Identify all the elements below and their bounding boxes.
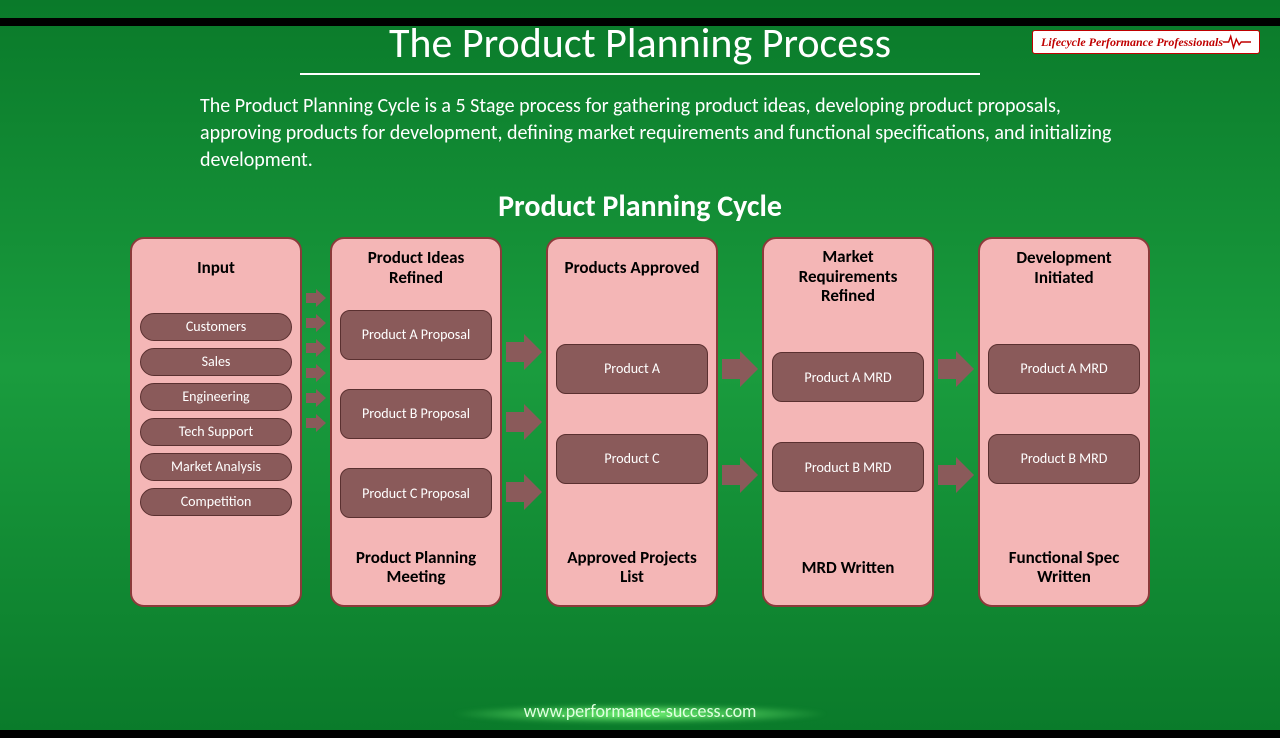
stage-head: Market Requirements Refined	[772, 247, 924, 306]
stage-foot: Functional Spec Written	[988, 541, 1140, 595]
flow-diagram: Input Customers Sales Engineering Tech S…	[0, 237, 1280, 607]
mrd-box: Product B MRD	[772, 442, 924, 492]
product-box: Product A	[556, 344, 708, 394]
stage-body: Product A Proposal Product B Proposal Pr…	[340, 295, 492, 533]
stage-body: Customers Sales Engineering Tech Support…	[140, 295, 292, 533]
proposal-box: Product B Proposal	[340, 389, 492, 439]
input-pill: Market Analysis	[140, 453, 292, 481]
arrow-icon	[306, 339, 326, 357]
stage-head: Development Initiated	[988, 247, 1140, 289]
input-row: Market Analysis	[140, 453, 292, 481]
arrow-icon	[938, 457, 974, 493]
stage-ideas-refined: Product Ideas Refined Product A Proposal…	[330, 237, 502, 607]
input-row: Tech Support	[140, 418, 292, 446]
letterbox-bottom	[0, 730, 1280, 738]
product-box: Product C	[556, 434, 708, 484]
input-pill: Competition	[140, 488, 292, 516]
arrow-column	[718, 237, 762, 607]
dev-box: Product A MRD	[988, 344, 1140, 394]
title-underline	[300, 73, 980, 75]
stage-foot: MRD Written	[802, 541, 895, 595]
input-pill: Tech Support	[140, 418, 292, 446]
stage-body: Product A MRD Product B MRD	[988, 295, 1140, 533]
arrow-icon	[506, 474, 542, 510]
input-row: Competition	[140, 488, 292, 516]
arrow-icon	[306, 389, 326, 407]
input-pill: Customers	[140, 313, 292, 341]
arrow-icon	[306, 414, 326, 432]
subtitle: Product Planning Cycle	[0, 188, 1280, 225]
stage-head: Products Approved	[565, 247, 700, 289]
input-row: Engineering	[140, 383, 292, 411]
arrow-icon	[306, 364, 326, 382]
input-row: Sales	[140, 348, 292, 376]
stage-foot: Product Planning Meeting	[340, 541, 492, 595]
heartbeat-icon	[1223, 33, 1251, 51]
brand-logo: Lifecycle Performance Professionals	[1032, 30, 1260, 54]
arrow-column	[502, 237, 546, 607]
letterbox-top	[0, 18, 1280, 26]
input-row: Customers	[140, 313, 292, 341]
arrow-icon	[722, 351, 758, 387]
stage-body: Product A MRD Product B MRD	[772, 312, 924, 533]
proposal-box: Product C Proposal	[340, 468, 492, 518]
stage-body: Product A Product C	[556, 295, 708, 533]
arrow-icon	[506, 334, 542, 370]
stage-head: Product Ideas Refined	[340, 247, 492, 289]
stage-approved: Products Approved Product A Product C Ap…	[546, 237, 718, 607]
arrow-column	[302, 237, 330, 607]
stage-foot: Approved Projects List	[556, 541, 708, 595]
proposal-box: Product A Proposal	[340, 310, 492, 360]
stage-input: Input Customers Sales Engineering Tech S…	[130, 237, 302, 607]
stage-market-req: Market Requirements Refined Product A MR…	[762, 237, 934, 607]
arrow-icon	[306, 314, 326, 332]
arrow-icon	[722, 457, 758, 493]
arrow-icon	[938, 351, 974, 387]
arrow-icon	[306, 289, 326, 307]
stage-head: Input	[197, 247, 235, 289]
brand-logo-text: Lifecycle Performance Professionals	[1041, 35, 1223, 50]
mrd-box: Product A MRD	[772, 352, 924, 402]
input-pill: Engineering	[140, 383, 292, 411]
arrow-icon	[506, 404, 542, 440]
description-text: The Product Planning Cycle is a 5 Stage …	[150, 93, 1130, 174]
dev-box: Product B MRD	[988, 434, 1140, 484]
input-pill: Sales	[140, 348, 292, 376]
stage-dev-init: Development Initiated Product A MRD Prod…	[978, 237, 1150, 607]
arrow-column	[934, 237, 978, 607]
footer-url: www.performance-success.com	[0, 700, 1280, 722]
